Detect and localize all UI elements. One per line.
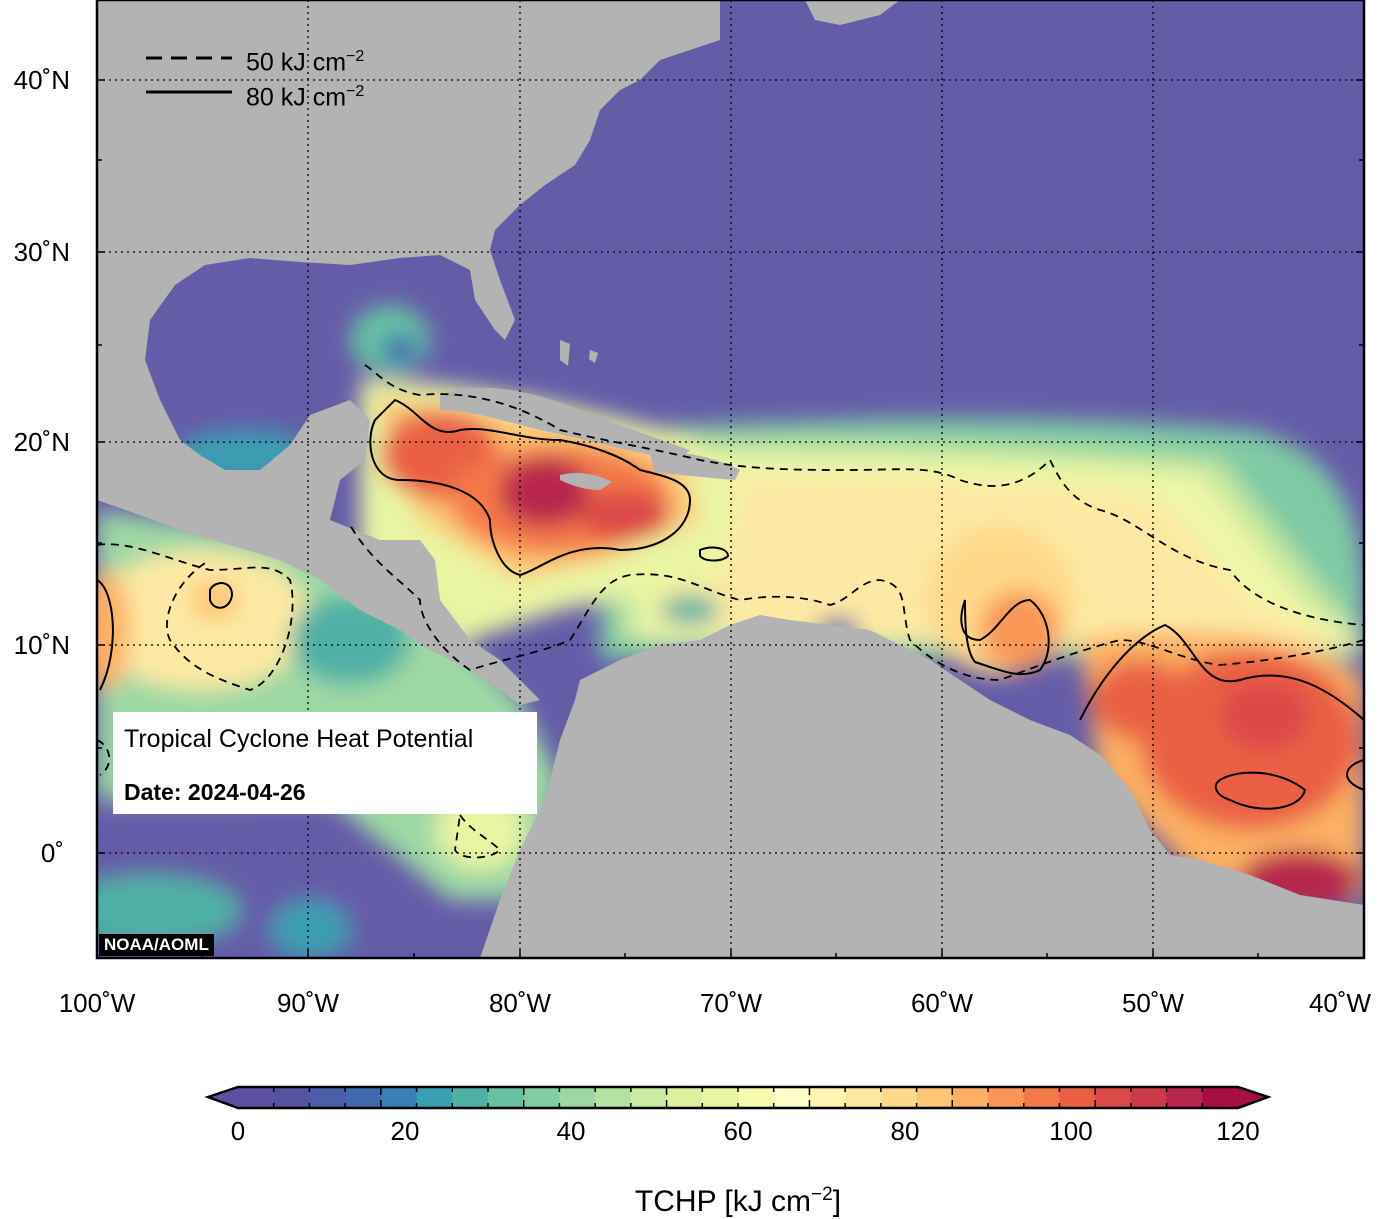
lon-label-70w: 70˚W <box>699 988 763 1018</box>
colorbar-title-text: TCHP [kJ cm <box>634 1185 812 1218</box>
colorbar-segment <box>1095 1087 1132 1108</box>
lat-label-40n: 40˚N <box>13 65 70 95</box>
colorbar-segment <box>595 1087 632 1108</box>
colorbar-segment <box>523 1087 561 1108</box>
colorbar-tick-label: 0 <box>230 1116 246 1146</box>
colorbar-segment <box>380 1087 418 1108</box>
colorbar-segment <box>1166 1087 1203 1108</box>
legend-50-exponent: −2 <box>346 48 365 65</box>
colorbar-tick-label: 120 <box>1216 1116 1260 1146</box>
colorbar-segment <box>309 1087 346 1108</box>
colorbar-segment <box>880 1087 918 1108</box>
lon-label-40w: 40˚W <box>1308 988 1372 1018</box>
lon-label-60w: 60˚W <box>910 988 974 1018</box>
colorbar-segment <box>559 1087 596 1108</box>
colorbar-title-exponent: −2 <box>811 1184 833 1205</box>
lon-label-50w: 50˚W <box>1121 988 1185 1018</box>
lon-label-100w: 100˚W <box>58 988 136 1018</box>
colorbar-segment <box>273 1087 311 1108</box>
info-box <box>113 712 537 814</box>
map-plot-area <box>97 0 1364 958</box>
legend-label-50: 50 kJ cm−2 <box>246 44 364 75</box>
colorbar-segment <box>988 1087 1025 1108</box>
colorbar-segment <box>773 1087 811 1108</box>
colorbar-segment <box>916 1087 953 1108</box>
colorbar-segment <box>452 1087 489 1108</box>
colorbar-tick-label: 40 <box>556 1116 586 1146</box>
lat-label-0: 0˚ <box>40 838 64 868</box>
colorbar-segments <box>208 1087 1268 1108</box>
colorbar-segment <box>666 1087 703 1108</box>
lat-label-30n: 30˚N <box>13 237 70 267</box>
legend-lines <box>146 56 232 94</box>
colorbar-segment <box>1202 1087 1239 1108</box>
colorbar-segment <box>809 1087 846 1108</box>
map-date: Date: 2024-04-26 <box>124 779 306 805</box>
colorbar-segment <box>630 1087 668 1108</box>
land-masses <box>97 0 1364 958</box>
map-title: Tropical Cyclone Heat Potential <box>124 725 474 753</box>
lon-label-80w: 80˚W <box>488 988 552 1018</box>
colorbar-title-close: ] <box>832 1185 842 1218</box>
lat-label-20n: 20˚N <box>13 427 70 457</box>
colorbar-title: TCHP [kJ cm−2] <box>0 1178 1400 1219</box>
colorbar-segment <box>845 1087 882 1108</box>
colorbar-tick-label: 100 <box>1049 1116 1093 1146</box>
legend-50-text: 50 kJ cm <box>246 48 347 77</box>
contours-50 <box>97 364 1364 859</box>
legend-label-80: 80 kJ cm−2 <box>246 79 364 110</box>
colorbar-tick-label: 80 <box>890 1116 920 1146</box>
colorbar-ticks <box>272 1087 1204 1108</box>
legend-80-exponent: −2 <box>346 83 365 100</box>
colorbar <box>204 1085 1272 1110</box>
colorbar-segment <box>238 1087 275 1108</box>
lon-label-90w: 90˚W <box>276 988 340 1018</box>
lat-label-10n: 10˚N <box>13 630 70 660</box>
colorbar-segment <box>1130 1087 1168 1108</box>
colorbar-outline <box>204 1085 1272 1110</box>
credit-badge: NOAA/AOML <box>99 934 214 956</box>
colorbar-segment <box>738 1087 775 1108</box>
colorbar-segment <box>702 1087 739 1108</box>
colorbar-segment <box>952 1087 989 1108</box>
axis-ticks <box>97 79 1364 958</box>
colorbar-segment <box>488 1087 525 1108</box>
colorbar-tick-label: 20 <box>390 1116 420 1146</box>
colorbar-segment <box>1023 1087 1061 1108</box>
colorbar-segment <box>1059 1087 1096 1108</box>
contours <box>97 398 1364 810</box>
colorbar-segment <box>416 1087 453 1108</box>
legend-80-text: 80 kJ cm <box>246 83 347 112</box>
colorbar-tick-label: 60 <box>723 1116 753 1146</box>
colorbar-segment <box>345 1087 382 1108</box>
